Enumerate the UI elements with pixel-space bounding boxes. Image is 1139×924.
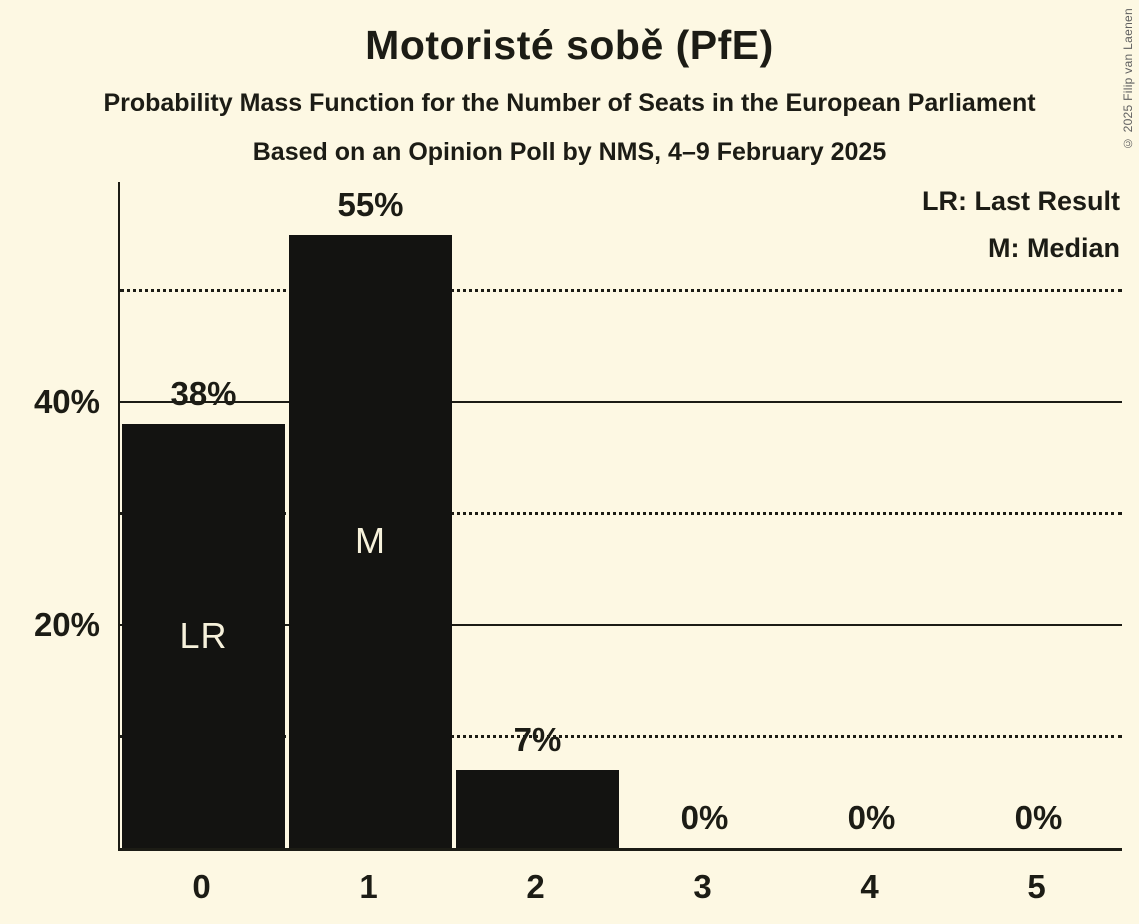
chart-subtitle-poll: Based on an Opinion Poll by NMS, 4–9 Feb… xyxy=(252,138,887,166)
gridline-20pct xyxy=(120,624,1122,626)
x-tick-label-0: 0 xyxy=(192,868,211,905)
x-tick-label-2: 2 xyxy=(526,868,545,905)
legend-last-result: LR: Last Result xyxy=(921,186,1120,216)
gridline-50pct xyxy=(120,288,1122,292)
bar-value-label-3: 0% xyxy=(680,799,729,836)
bar-value-label-1: 55% xyxy=(337,185,404,223)
chart-title: Motoristé sobě (PfE) xyxy=(365,22,774,68)
bar-value-label-0: 38% xyxy=(170,375,237,413)
legend-median: M: Median xyxy=(988,233,1120,263)
y-tick-label-40pct: 40% xyxy=(33,383,100,420)
bar-value-label-5: 0% xyxy=(1014,799,1063,836)
x-tick-label-4: 4 xyxy=(860,868,879,905)
bar-annotation-m: M xyxy=(355,520,386,562)
bar-seats-1: M xyxy=(289,234,452,848)
gridline-40pct xyxy=(120,401,1122,403)
bar-seats-2 xyxy=(456,769,619,848)
chart-subtitle: Probability Mass Function for the Number… xyxy=(103,89,1036,117)
bar-seats-0: LR xyxy=(122,424,285,848)
y-tick-label-20pct: 20% xyxy=(33,606,100,643)
gridline-30pct xyxy=(120,511,1122,515)
plot-area: LR 38% M 55% 7% 0% 0% 0% xyxy=(118,182,1122,851)
x-tick-label-3: 3 xyxy=(693,868,712,905)
copyright-notice: © 2025 Filip van Laenen xyxy=(1121,8,1135,151)
bar-value-label-4: 0% xyxy=(847,799,896,836)
bar-annotation-lr: LR xyxy=(179,615,228,657)
gridline-10pct xyxy=(120,734,1122,738)
x-tick-label-5: 5 xyxy=(1027,868,1046,905)
bar-value-label-2: 7% xyxy=(513,720,562,758)
x-tick-label-1: 1 xyxy=(359,868,378,905)
